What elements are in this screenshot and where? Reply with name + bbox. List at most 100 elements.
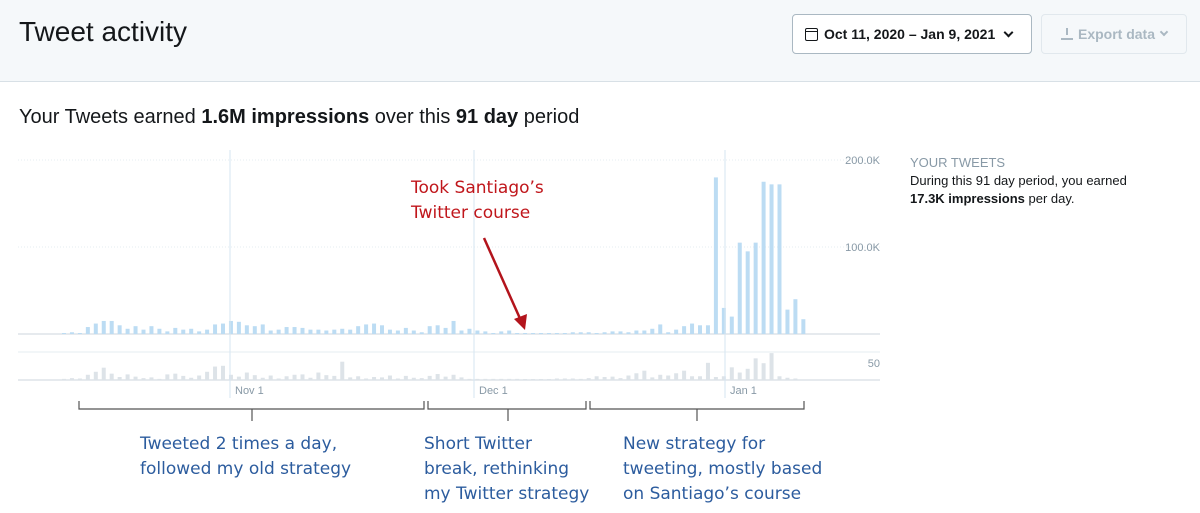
tweets-bar <box>181 375 186 380</box>
tweets-bar <box>682 370 687 380</box>
tweets-bar <box>467 378 472 380</box>
impressions-bar <box>785 309 790 334</box>
impressions-bar <box>769 184 774 334</box>
date-range-button[interactable]: Oct 11, 2020 – Jan 9, 2021 <box>792 14 1032 54</box>
sidebar-line2: 17.3K impressions per day. <box>910 190 1190 208</box>
impressions-bar <box>221 323 225 334</box>
impressions-bar <box>364 324 369 334</box>
impressions-bar <box>356 326 361 334</box>
impressions-bar <box>149 326 154 334</box>
impressions-bar <box>554 333 559 334</box>
impressions-bar <box>213 324 218 334</box>
impressions-bar <box>85 327 90 334</box>
impressions-bar <box>674 329 679 334</box>
tweets-bar <box>276 378 281 380</box>
impressions-bar <box>69 332 74 334</box>
phase1-annotation: Tweeted 2 times a day, followed my old s… <box>140 432 351 482</box>
summary-days: 91 day <box>455 106 519 128</box>
tweets-bar <box>332 375 337 380</box>
tweets-bar <box>324 375 329 380</box>
course-line1: Took Santiago’s <box>411 178 544 198</box>
tweets-bar <box>578 378 583 380</box>
tweets-bar <box>523 379 528 380</box>
course-arrow-head <box>514 314 527 330</box>
impressions-bar <box>260 324 265 334</box>
impressions-bar <box>340 328 345 334</box>
tweets-bar <box>117 377 122 380</box>
tweets-bar <box>356 376 361 380</box>
impressions-bar <box>753 242 758 334</box>
tweets-bar <box>658 374 663 380</box>
impressions-bar <box>721 307 726 334</box>
tweets-bar <box>268 375 273 380</box>
tweets-bar <box>737 372 742 380</box>
impressions-bar <box>690 323 695 334</box>
tweets-bar <box>761 363 766 380</box>
impressions-bar <box>300 327 305 334</box>
date-range-label: Oct 11, 2020 – Jan 9, 2021 <box>824 26 996 42</box>
impressions-bar <box>483 331 488 334</box>
header-bar: Tweet activity Oct 11, 2020 – Jan 9, 202… <box>0 0 1200 82</box>
tweets-bar <box>228 374 233 380</box>
phase2-line3: my Twitter strategy <box>424 484 590 504</box>
tweets-bar <box>713 377 718 380</box>
annotation-braces <box>78 401 805 421</box>
impressions-bar <box>380 325 384 334</box>
impressions-bar <box>395 330 400 334</box>
tweets-bar <box>554 378 559 380</box>
impressions-bar <box>133 326 138 334</box>
tweets-bar <box>698 376 702 380</box>
impressions-bar <box>101 320 106 334</box>
summary-middle: over this <box>369 106 456 128</box>
impressions-bar <box>650 328 655 334</box>
impressions-bar <box>705 325 710 334</box>
export-data-button[interactable]: Export data <box>1041 14 1187 54</box>
tweets-bar <box>650 377 655 380</box>
tweets-bar <box>586 378 591 380</box>
tweets-bar <box>372 377 377 380</box>
impressions-bar <box>602 332 607 334</box>
tweets-y-ticks: 50 <box>868 358 880 370</box>
sidebar-your-tweets: YOUR TWEETS During this 91 day period, y… <box>910 154 1190 208</box>
impressions-bar <box>125 328 130 334</box>
tweets-bar <box>690 376 695 380</box>
tweets-bar <box>292 374 297 380</box>
impressions-bar <box>284 327 289 334</box>
course-line2: Twitter course <box>411 203 531 223</box>
impressions-bar <box>586 332 591 334</box>
impressions-bar <box>475 330 480 334</box>
x-tick-label: Dec 1 <box>479 385 508 397</box>
impressions-bar <box>189 328 194 334</box>
impressions-bar <box>737 242 742 334</box>
impressions-bar <box>682 326 687 334</box>
tweets-bar <box>745 368 750 380</box>
tweets-bar <box>451 374 456 380</box>
tweets-bar <box>419 378 424 380</box>
impressions-bar <box>626 332 631 334</box>
tweets-bar <box>101 367 106 380</box>
impressions-bar <box>546 333 551 334</box>
impressions-bar <box>713 177 718 334</box>
impressions-bar <box>205 329 210 334</box>
phase-brace <box>589 401 805 421</box>
impressions-bar <box>292 327 297 334</box>
tweets-bar <box>475 378 480 380</box>
tweets-bar <box>546 379 551 380</box>
export-data-label: Export data <box>1077 26 1155 42</box>
phase3-line3: on Santiago’s course <box>623 484 802 504</box>
impressions-bar <box>491 333 496 334</box>
impressions-bar <box>729 316 734 334</box>
impressions-bar <box>324 330 329 334</box>
phase-brace <box>427 401 587 421</box>
tweets-bar <box>300 374 305 380</box>
tweets-bar <box>340 361 345 380</box>
tweets-bar <box>205 371 210 380</box>
impressions-bar <box>531 333 536 334</box>
sidebar-line1: During this 91 day period, you earned <box>910 173 1127 188</box>
tweets-bar <box>364 378 369 380</box>
impressions-bar <box>459 330 464 334</box>
tweets-bar <box>435 374 440 380</box>
impressions-bar <box>372 323 377 334</box>
tweets-bar <box>602 377 607 380</box>
tweets-bar <box>93 371 98 380</box>
